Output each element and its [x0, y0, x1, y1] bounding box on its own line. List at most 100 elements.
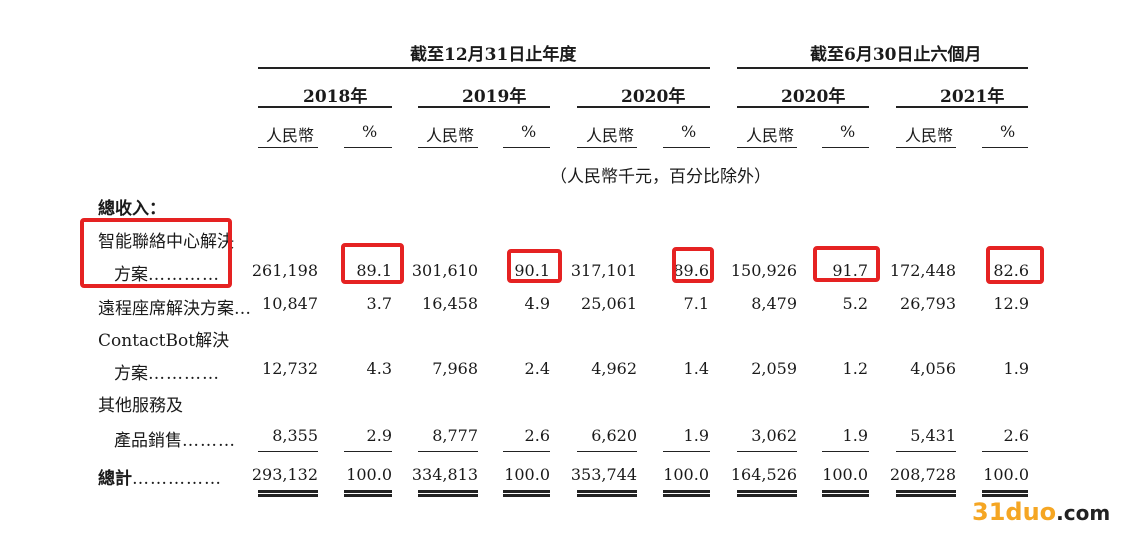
cell-value: 100.0 [983, 465, 1029, 484]
subhead-rule [577, 147, 637, 148]
cell-value: 317,101 [570, 261, 637, 280]
year-header-2020: 2020年 [621, 87, 686, 107]
cell-value: 25,061 [581, 294, 637, 313]
subhead-pct: % [362, 122, 378, 141]
row-label-dots: ………… [148, 265, 220, 285]
cell-value: 1.9 [1003, 359, 1029, 378]
subhead-rmb: 人民幣 [426, 126, 475, 145]
cell-value: 8,479 [751, 294, 797, 313]
total-double-rule [258, 490, 318, 497]
cell-value: 16,458 [422, 294, 478, 313]
row-label-dots: ……… [182, 431, 236, 451]
cell-value: 12,732 [262, 359, 318, 378]
year-header-2019: 2019年 [462, 87, 527, 107]
cell-value: 7,968 [432, 359, 478, 378]
subhead-rule [737, 147, 797, 148]
cell-value: 1.9 [683, 426, 709, 445]
cell-value: 91.7 [832, 261, 868, 280]
row-label-line1: 其他服務及 [98, 396, 183, 416]
cell-value: 150,926 [730, 261, 797, 280]
row-label-dots: ………… [148, 364, 220, 384]
row-label-line2: 方案………… [114, 359, 220, 384]
cell-value: 3,062 [751, 426, 797, 445]
watermark-logo: 31duo.com [972, 498, 1110, 526]
row-label-text: 方案 [114, 364, 148, 384]
cell-value: 89.6 [673, 261, 709, 280]
cell-value: 1.2 [842, 359, 868, 378]
cell-value: 100.0 [504, 465, 550, 484]
subtotal-rule [258, 451, 318, 452]
cell-value: 5.2 [842, 294, 868, 313]
cell-value: 1.4 [683, 359, 709, 378]
cell-value: 6,620 [591, 426, 637, 445]
cell-value: 4.3 [366, 359, 392, 378]
total-double-rule [503, 490, 550, 497]
total-double-rule [418, 490, 478, 497]
row-label-line1: ContactBot解決 [98, 331, 230, 351]
cell-value: 89.1 [356, 261, 392, 280]
year-header-2018: 2018年 [303, 87, 368, 107]
subtotal-rule [663, 451, 710, 452]
cell-value: 2,059 [751, 359, 797, 378]
highlight-box-pct-2020 [672, 247, 714, 283]
highlight-box-row-label [80, 218, 232, 288]
cell-value: 100.0 [663, 465, 709, 484]
subtotal-rule [822, 451, 869, 452]
cell-value: 8,777 [432, 426, 478, 445]
subhead-rmb: 人民幣 [905, 126, 954, 145]
subtotal-rule [577, 451, 637, 452]
subhead-pct: % [681, 122, 697, 141]
cell-value: 7.1 [683, 294, 709, 313]
group-rule-six-months [737, 67, 1028, 69]
subhead-rule [896, 147, 956, 148]
total-double-rule [896, 490, 956, 497]
cell-value: 12.9 [993, 294, 1029, 313]
cell-value: 4.9 [524, 294, 550, 313]
cell-value: 100.0 [346, 465, 392, 484]
group-rule-year-end [258, 67, 710, 69]
subhead-rmb: 人民幣 [586, 126, 635, 145]
cell-value: 4,962 [591, 359, 637, 378]
total-double-rule [663, 490, 710, 497]
row-label-line2: 產品銷售……… [114, 426, 236, 451]
unit-note: （人民幣千元，百分比除外） [550, 167, 771, 187]
subtotal-rule [896, 451, 956, 452]
subhead-rmb: 人民幣 [746, 126, 795, 145]
cell-value: 8,355 [272, 426, 318, 445]
cell-value: 5,431 [910, 426, 956, 445]
total-double-rule [737, 490, 797, 497]
year-rule-2021-h1 [896, 106, 1028, 108]
cell-value: 4,056 [910, 359, 956, 378]
subhead-rule [503, 147, 550, 148]
subhead-pct: % [1000, 122, 1016, 141]
cell-value: 26,793 [900, 294, 956, 313]
cell-value: 82.6 [993, 261, 1029, 280]
subhead-rule [258, 147, 318, 148]
cell-value: 1.9 [842, 426, 868, 445]
cell-value: 90.1 [514, 261, 550, 280]
total-double-rule [982, 490, 1028, 497]
subtotal-rule [344, 451, 392, 452]
row-label-line1: 遠程座席解決方案… [98, 294, 252, 319]
subtotal-rule [503, 451, 550, 452]
subhead-rmb: 人民幣 [266, 126, 315, 145]
subhead-rule [822, 147, 869, 148]
year-rule-2020-h1 [737, 106, 869, 108]
cell-value: 301,610 [411, 261, 478, 280]
row-label-dots: … [234, 299, 252, 319]
subhead-pct: % [840, 122, 856, 141]
cell-value: 10,847 [262, 294, 318, 313]
row-label-text: 產品銷售 [114, 431, 182, 451]
highlight-box-pct-2020-h1 [813, 246, 880, 282]
cell-value: 334,813 [411, 465, 478, 484]
cell-value: 164,526 [730, 465, 797, 484]
cell-value: 261,198 [251, 261, 318, 280]
subhead-rule [344, 147, 392, 148]
cell-value: 2.6 [524, 426, 550, 445]
cell-value: 2.9 [366, 426, 392, 445]
cell-value: 3.7 [366, 294, 392, 313]
highlight-box-pct-2018 [341, 243, 404, 284]
subhead-rule [418, 147, 478, 148]
total-double-rule [822, 490, 869, 497]
year-rule-2019 [418, 106, 550, 108]
